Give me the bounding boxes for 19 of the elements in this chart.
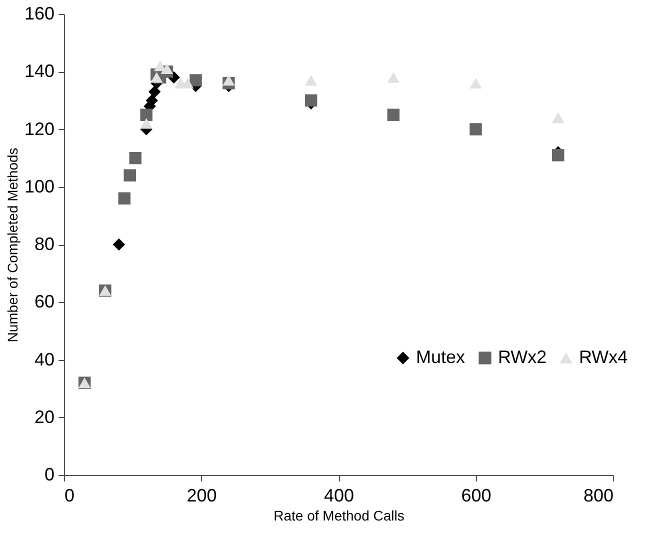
y-tick-label: 120 xyxy=(24,118,54,139)
y-tick-label: 0 xyxy=(44,464,54,484)
x-tick-label: 0 xyxy=(64,486,75,506)
y-tick-label: 80 xyxy=(34,234,54,254)
y-tick-label: 100 xyxy=(24,176,54,196)
x-axis-title: Rate of Method Calls xyxy=(274,508,404,524)
x-tick-label: 400 xyxy=(324,486,354,506)
x-tick-label: 800 xyxy=(583,486,614,506)
y-tick-label: 40 xyxy=(34,349,54,370)
y-tick-label: 20 xyxy=(34,406,54,427)
x-tick-label: 200 xyxy=(186,486,217,506)
legend-label: RWx2 xyxy=(498,347,547,367)
x-tick-label: 600 xyxy=(461,486,492,506)
y-tick-label: 160 xyxy=(24,4,54,24)
y-tick-label: 60 xyxy=(34,292,54,312)
legend-label: RWx4 xyxy=(579,347,628,367)
y-axis-title: Number of Completed Methods xyxy=(4,148,20,342)
legend-label: Mutex xyxy=(416,347,466,367)
y-tick-label: 140 xyxy=(24,61,54,82)
